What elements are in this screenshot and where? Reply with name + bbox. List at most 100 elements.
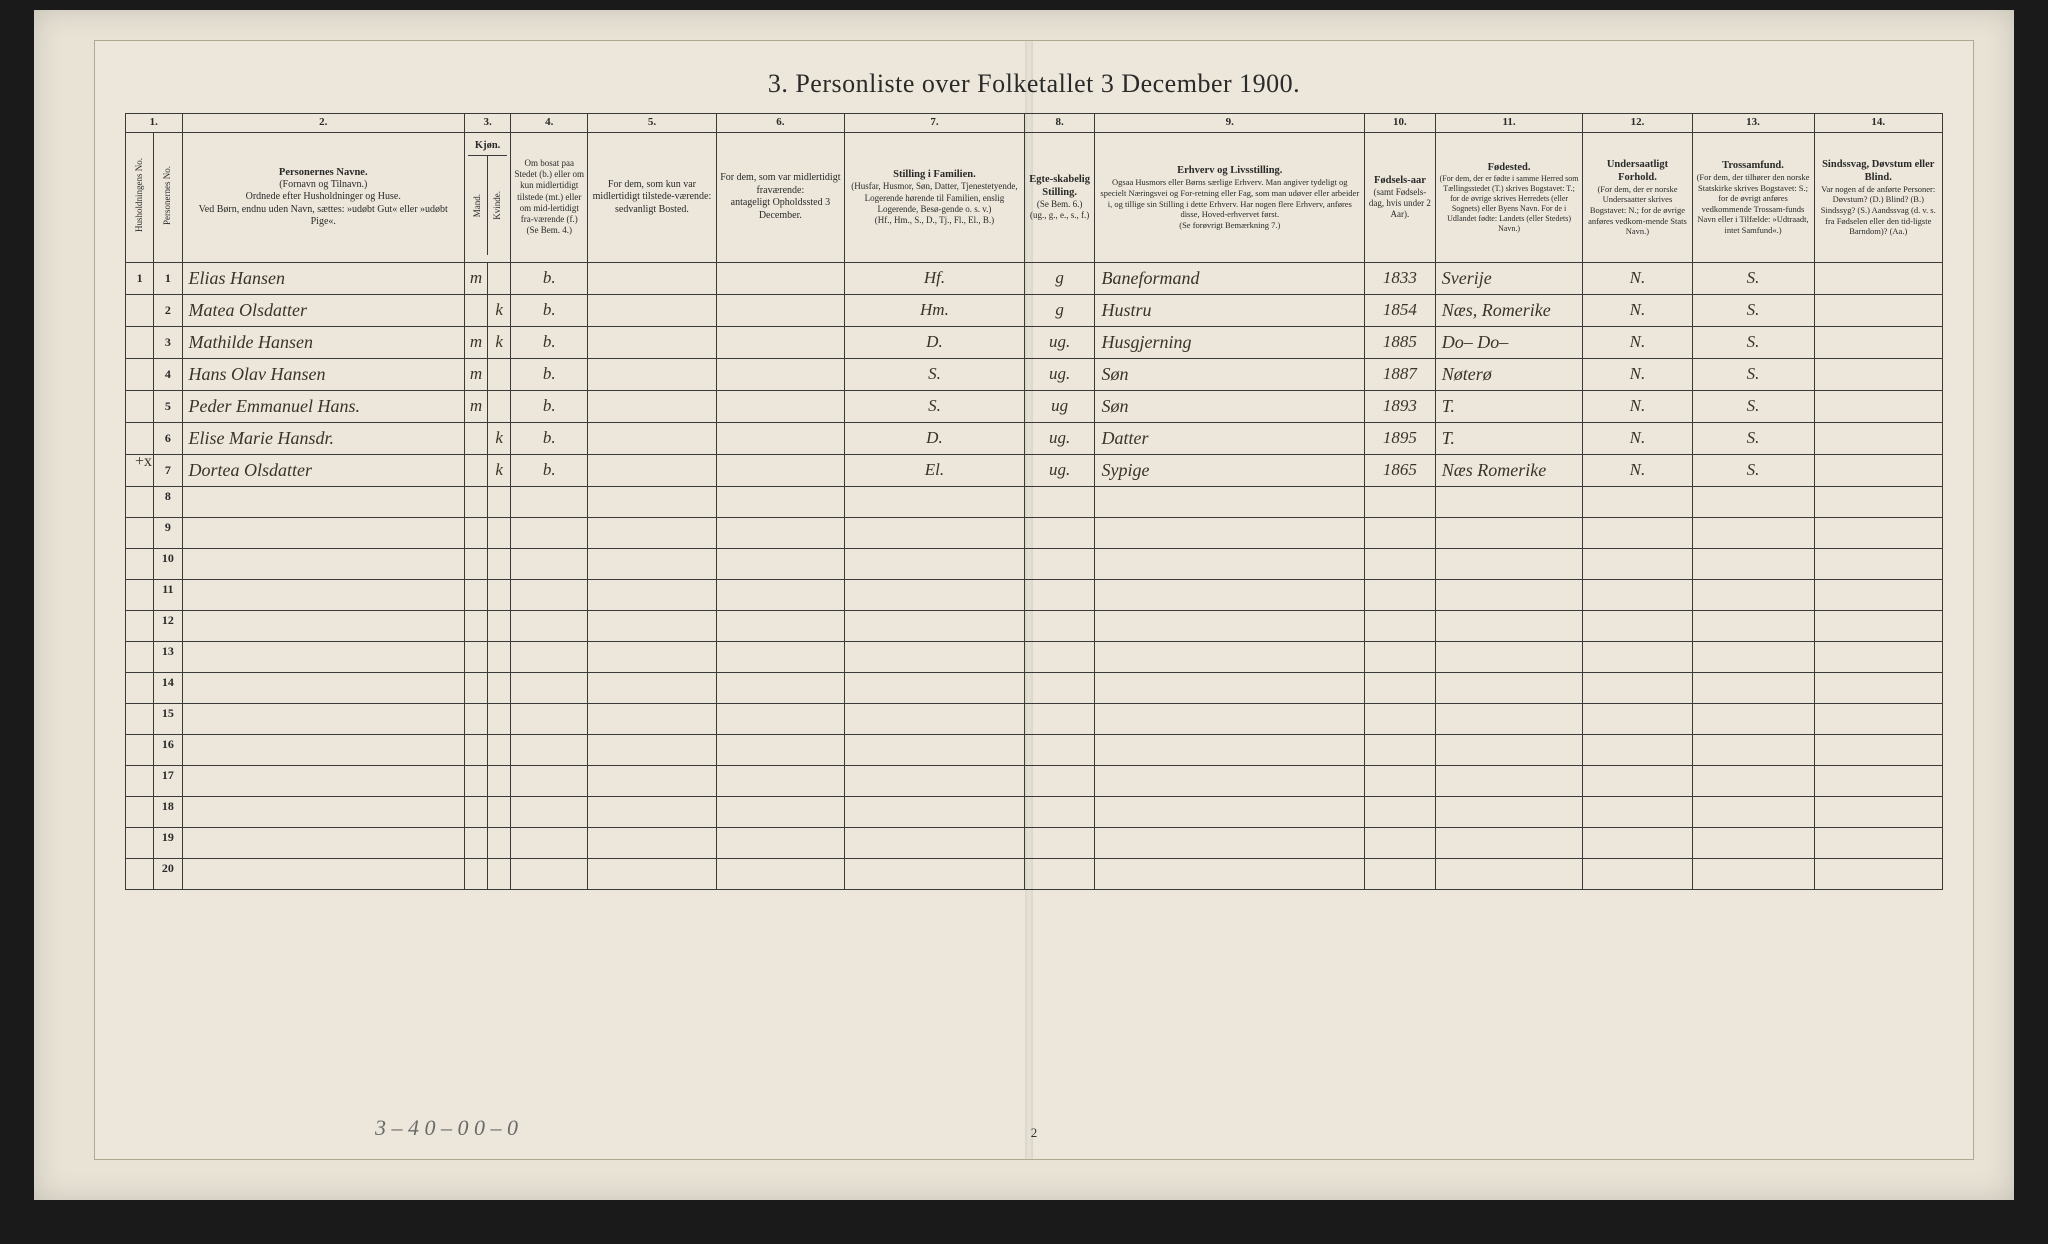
cell-14 [1814, 454, 1942, 486]
table-row-empty: 12 [126, 610, 1943, 641]
cell-empty [588, 796, 716, 827]
cell-empty [1095, 765, 1365, 796]
cell-5 [588, 294, 716, 326]
cell-empty [1435, 858, 1583, 889]
cell-hn [126, 486, 154, 517]
cell-pn: 16 [154, 734, 182, 765]
cell-empty [1095, 486, 1365, 517]
cell-sex-k: k [488, 454, 511, 486]
cell-empty [1365, 548, 1436, 579]
colnum-6: 6. [716, 114, 844, 133]
cell-hn [126, 858, 154, 889]
cell-12: N. [1583, 454, 1692, 486]
cell-pn: 3 [154, 326, 182, 358]
colnum-4: 4. [511, 114, 588, 133]
cell-empty [1583, 517, 1692, 548]
table-row-empty: 8 [126, 486, 1943, 517]
table-row-empty: 14 [126, 672, 1943, 703]
cell-pn: 17 [154, 765, 182, 796]
header-col14: Sindssvag, Døvstum eller Blind. Var noge… [1814, 132, 1942, 262]
cell-empty [716, 796, 844, 827]
cell-empty [716, 610, 844, 641]
cell-empty [511, 796, 588, 827]
cell-sex-m [465, 294, 488, 326]
cell-empty [1024, 517, 1095, 548]
cell-10: 1887 [1365, 358, 1436, 390]
table-row: 11Elias Hansenmb.Hf.gBaneformand1833Sver… [126, 262, 1943, 294]
cell-pn: 20 [154, 858, 182, 889]
cell-empty [1435, 641, 1583, 672]
cell-empty [1095, 734, 1365, 765]
cell-empty [1365, 858, 1436, 889]
cell-empty [1692, 517, 1814, 548]
cell-empty [716, 765, 844, 796]
cell-empty [845, 796, 1025, 827]
cell-empty [588, 641, 716, 672]
cell-14 [1814, 358, 1942, 390]
census-table-container: 1. 2. 3. 4. 5. 6. 7. 8. 9. 10. 11. 12. 1… [95, 113, 1973, 890]
cell-empty [1814, 579, 1942, 610]
cell-empty [716, 734, 844, 765]
cell-bosat: b. [511, 454, 588, 486]
colnum-8: 8. [1024, 114, 1095, 133]
cell-empty [1365, 765, 1436, 796]
cell-empty [1583, 641, 1692, 672]
cell-8: g [1024, 262, 1095, 294]
cell-9: Sypige [1095, 454, 1365, 486]
cell-empty [1583, 734, 1692, 765]
cell-hn [126, 548, 154, 579]
cell-sex-m: m [465, 262, 488, 294]
header-col13: Trossamfund. (For dem, der tilhører den … [1692, 132, 1814, 262]
cell-empty [845, 858, 1025, 889]
cell-empty [182, 672, 465, 703]
cell-empty [182, 703, 465, 734]
cell-empty [1365, 579, 1436, 610]
cell-name: Peder Emmanuel Hans. [182, 390, 465, 422]
colnum-14: 14. [1814, 114, 1942, 133]
header-sex: Kjøn. Mand. Kvinde. [465, 132, 511, 262]
cell-empty [1814, 703, 1942, 734]
cell-empty [182, 641, 465, 672]
cell-6 [716, 422, 844, 454]
header-col7: Stilling i Familien. (Husfar, Husmor, Sø… [845, 132, 1025, 262]
cell-empty [588, 765, 716, 796]
cell-sex-m: m [465, 358, 488, 390]
cell-empty [845, 579, 1025, 610]
cell-pn: 15 [154, 703, 182, 734]
cell-empty [1095, 796, 1365, 827]
cell-empty [588, 703, 716, 734]
colnum-9: 9. [1095, 114, 1365, 133]
header-col11: Fødested. (For dem, der er fødte i samme… [1435, 132, 1583, 262]
cell-empty [1435, 517, 1583, 548]
header-col5: For dem, som kun var midlertidigt tilste… [588, 132, 716, 262]
cell-hn [126, 827, 154, 858]
cell-empty [1583, 548, 1692, 579]
cell-empty [588, 486, 716, 517]
cell-empty [511, 641, 588, 672]
table-row: 2Matea Olsdatterkb.Hm.gHustru1854Næs, Ro… [126, 294, 1943, 326]
cell-empty [511, 610, 588, 641]
cell-12: N. [1583, 390, 1692, 422]
cell-empty [1692, 703, 1814, 734]
cell-empty [1095, 672, 1365, 703]
cell-hn [126, 326, 154, 358]
cell-empty [488, 734, 511, 765]
cell-14 [1814, 422, 1942, 454]
cell-sex-m [465, 422, 488, 454]
cell-11: T. [1435, 390, 1583, 422]
cell-empty [845, 703, 1025, 734]
cell-empty [488, 548, 511, 579]
cell-pn: 2 [154, 294, 182, 326]
margin-mark: +x [135, 453, 152, 471]
cell-empty [1095, 641, 1365, 672]
cell-8: ug [1024, 390, 1095, 422]
cell-empty [1692, 641, 1814, 672]
cell-empty [1814, 610, 1942, 641]
cell-hn [126, 390, 154, 422]
cell-empty [465, 827, 488, 858]
cell-bosat: b. [511, 294, 588, 326]
colnum-10: 10. [1365, 114, 1436, 133]
cell-empty [1095, 579, 1365, 610]
cell-9: Baneformand [1095, 262, 1365, 294]
cell-empty [182, 517, 465, 548]
